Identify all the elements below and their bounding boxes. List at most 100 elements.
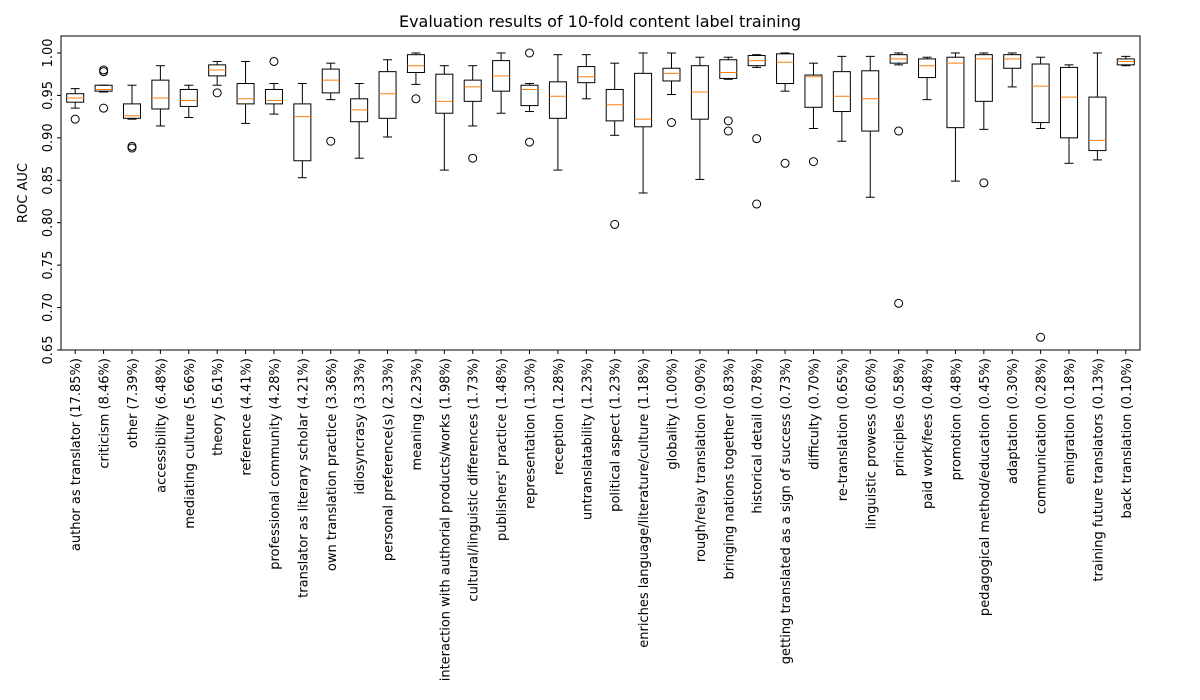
outlier-point (326, 136, 336, 146)
box-iqr (1088, 96, 1107, 152)
x-tick-label: interaction with authorial products/work… (438, 358, 453, 681)
x-tick-label: representation (1.30%) (524, 358, 539, 509)
x-tick-label: emigration (0.18%) (1063, 358, 1078, 484)
outlier-point (752, 134, 762, 144)
outlier-point (666, 118, 676, 128)
y-tick-label: 0.80 (41, 208, 56, 237)
x-tick-label: re-translation (0.65%) (836, 358, 851, 501)
outlier-point (127, 143, 137, 153)
x-tick-label: other (7.39%) (126, 358, 141, 448)
y-tick-label: 0.85 (41, 166, 56, 195)
x-tick-label: communication (0.28%) (1035, 358, 1050, 514)
x-tick-label: principles (0.58%) (893, 358, 908, 476)
outlier-point (752, 199, 762, 209)
x-tick-label: translator as literary scholar (4.21%) (296, 358, 311, 598)
x-tick-label: pedagogical method/education (0.45%) (978, 358, 993, 616)
y-tick-label: 0.95 (41, 81, 56, 110)
outlier-point (525, 48, 535, 58)
outlier-point (1036, 332, 1046, 342)
box-iqr (520, 84, 539, 107)
x-tick-label: cultural/linguistic differences (1.73%) (467, 358, 482, 602)
outlier-point (212, 88, 222, 98)
box-iqr (321, 68, 340, 94)
x-tick-label: own translation practice (3.36%) (325, 358, 340, 571)
box-iqr (1060, 66, 1079, 139)
x-tick-label: getting translated as a sign of success … (779, 358, 794, 664)
x-tick-label: bringing nations together (0.83%) (722, 358, 737, 580)
outlier-point (894, 298, 904, 308)
outlier-point (723, 126, 733, 136)
outlier-point (525, 137, 535, 147)
x-tick-label: linguistic prowess (0.60%) (864, 358, 879, 529)
outlier-point (979, 178, 989, 188)
box-iqr (918, 58, 937, 79)
outlier-point (808, 157, 818, 167)
box-iqr (179, 88, 198, 107)
plot-area: 0.65 0.70 0.75 0.80 0.85 0.90 0.95 1.00 author a… (41, 35, 1141, 681)
y-tick-label: 0.65 (41, 336, 56, 365)
x-tick-label: globality (1.00%) (665, 358, 680, 470)
box-iqr (463, 79, 482, 102)
box-iqr (1003, 54, 1022, 69)
x-tick-label: rough/relay translation (0.90%) (694, 358, 709, 562)
box-iqr (946, 56, 965, 129)
x-tick-label: untranslatability (1.23%) (580, 358, 595, 520)
x-tick-label: promotion (0.48%) (949, 358, 964, 480)
box-iqr (264, 88, 283, 105)
box-iqr (832, 71, 851, 113)
y-tick-label: 0.90 (41, 123, 56, 152)
x-tick-label: reception (1.28%) (552, 358, 567, 475)
x-tick-label: difficulty (0.70%) (807, 358, 822, 470)
box-iqr (548, 81, 567, 119)
box-iqr (122, 103, 141, 119)
box-iqr (293, 103, 312, 162)
x-tick-label: meaning (2.23%) (410, 358, 425, 471)
outlier-point (723, 116, 733, 126)
chart-title: Evaluation results of 10-fold content la… (399, 12, 801, 31)
x-tick-label: theory (5.61%) (211, 358, 226, 456)
box-iqr (719, 59, 738, 79)
box-iqr (776, 53, 795, 85)
box-iqr (1031, 63, 1050, 124)
x-tick-label: criticism (8.46%) (98, 358, 113, 469)
outlier-point (894, 126, 904, 136)
box-iqr (435, 73, 454, 114)
box-iqr (406, 54, 425, 73)
outlier-point (411, 94, 421, 104)
y-axis-title: ROC AUC (16, 163, 31, 223)
outlier-point (269, 56, 279, 66)
box-iqr (94, 84, 113, 92)
box-iqr (577, 66, 596, 84)
x-tick-label: training future translators (0.13%) (1091, 358, 1106, 582)
x-tick-label: professional community (4.28%) (268, 358, 283, 570)
x-tick-label: accessibility (6.48%) (154, 358, 169, 493)
x-tick-label: paid work/fees (0.48%) (921, 358, 936, 509)
outlier-point (99, 65, 109, 75)
x-tick-label: historical detail (0.78%) (751, 358, 766, 514)
x-tick-label: idiosyncrasy (3.33%) (353, 358, 368, 495)
x-tick-label: political aspect (1.23%) (609, 358, 624, 512)
y-tick-label: 0.75 (41, 251, 56, 280)
box-iqr (378, 71, 397, 119)
x-tick-label: back translation (0.10%) (1120, 358, 1135, 519)
x-tick-label: author as translator (17.85%) (69, 358, 84, 551)
x-tick-label: personal preference(s) (2.33%) (382, 358, 397, 561)
box-iqr (861, 70, 880, 132)
outlier-point (99, 103, 109, 113)
outlier-point (468, 153, 478, 163)
box-iqr (236, 83, 255, 105)
x-tick-label: adaptation (0.30%) (1006, 358, 1021, 484)
x-tick-label: publishers' practice (1.48%) (495, 358, 510, 541)
plot-frame (60, 35, 1141, 351)
x-tick-label: reference (4.41%) (240, 358, 255, 476)
x-tick-label: enriches language/literature/culture (1.… (637, 358, 652, 648)
box-iqr (662, 67, 681, 82)
box-iqr (974, 54, 993, 102)
box-iqr (634, 72, 653, 128)
x-tick-label: mediating culture (5.66%) (183, 358, 198, 529)
box-iqr (804, 74, 823, 108)
outlier-point (610, 219, 620, 229)
y-tick-label: 0.70 (41, 293, 56, 322)
